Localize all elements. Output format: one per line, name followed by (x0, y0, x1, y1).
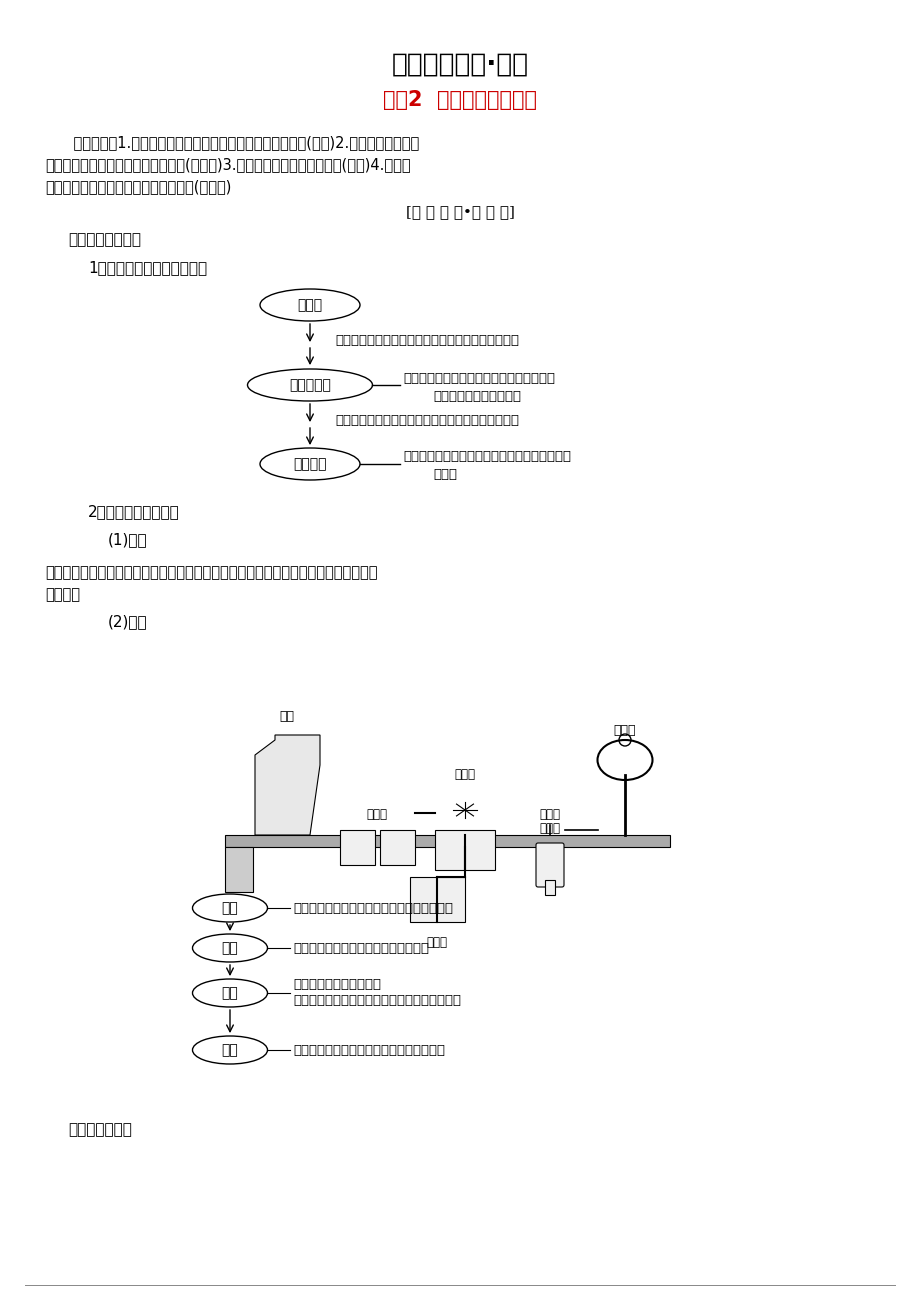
Text: 储水塔: 储水塔 (613, 724, 636, 737)
Text: 2．城市自来水的获取: 2．城市自来水的获取 (88, 504, 179, 519)
Text: 矿物质。: 矿物质。 (45, 587, 80, 602)
Text: 杀菌消毒: 杀菌消毒 (293, 457, 326, 471)
Text: 在沉淀池中加入聚凝剂静置，使悬浮物沉淀。: 在沉淀池中加入聚凝剂静置，使悬浮物沉淀。 (292, 901, 452, 914)
Text: 一实质：用强氧化剂或在高温条件下使菌体蛋白: 一实质：用强氧化剂或在高温条件下使菌体蛋白 (403, 450, 571, 464)
FancyBboxPatch shape (410, 878, 464, 922)
Text: 沉降悬浮物: 沉降悬浮物 (289, 378, 331, 392)
Text: 为便于沉降，可加入粉碎的石灰石、黏土、: 为便于沉降，可加入粉碎的石灰石、黏土、 (403, 371, 554, 384)
Text: (1)策略: (1)策略 (108, 533, 147, 548)
Text: 二、硬水的软化: 二、硬水的软化 (68, 1122, 131, 1138)
Text: 沉淀: 沉淀 (221, 901, 238, 915)
Text: (2)步骤: (2)步骤 (108, 615, 147, 629)
Text: 课题2  获取安全的饮用水: 课题2 获取安全的饮用水 (382, 90, 537, 109)
Text: 药剂法和加热法降低水硬度的原理。(重难点)3.了解污水治理的基本原理。(难点)4.掌握污: 药剂法和加热法降低水硬度的原理。(重难点)3.了解污水治理的基本原理。(难点)4… (45, 158, 410, 172)
Text: 学习目标：1.认识从天然水中获得可饮用水的步骤与原理。(重点)2.掌握离子交换法、: 学习目标：1.认识从天然水中获得可饮用水的步骤与原理。(重点)2.掌握离子交换法… (55, 135, 419, 150)
Text: 水处理的方法，认识污水处理的意义。(重难点): 水处理的方法，认识污水处理的意义。(重难点) (45, 178, 231, 194)
Text: 曝气池: 曝气池 (454, 768, 475, 781)
Text: 用细砂、无烟煤和活性炭等物质过滤。: 用细砂、无烟煤和活性炭等物质过滤。 (292, 941, 428, 954)
Text: 聚凝剂：铝盐、铁盐、聚合铝、镁盐、有机聚凝剂等: 聚凝剂：铝盐、铁盐、聚合铝、镁盐、有机聚凝剂等 (335, 333, 518, 346)
Text: 质变性: 质变性 (433, 469, 457, 482)
Text: 消毒剂: 消毒剂 (539, 823, 560, 836)
Text: 泵站: 泵站 (279, 711, 294, 724)
Text: 杀菌消毒剂：氯气、漂白粉、二氧化氯、高铁酸盐等: 杀菌消毒剂：氯气、漂白粉、二氧化氯、高铁酸盐等 (335, 414, 518, 427)
Text: 加速有机化合物的分解。: 加速有机化合物的分解。 (292, 979, 380, 992)
Text: 加入杀菌消毒剂，杀灭水中有害的微生物。: 加入杀菌消毒剂，杀灭水中有害的微生物。 (292, 1043, 445, 1056)
Text: 砂滤器: 砂滤器 (426, 936, 447, 948)
FancyBboxPatch shape (544, 880, 554, 894)
Text: 最新精品资料·化学: 最新精品资料·化学 (391, 52, 528, 78)
FancyBboxPatch shape (536, 842, 563, 887)
FancyBboxPatch shape (225, 848, 253, 892)
Text: 天然水: 天然水 (297, 298, 323, 312)
Text: 消毒: 消毒 (221, 1043, 238, 1057)
Text: [自 主 预 习•探 新 知]: [自 主 预 习•探 新 知] (405, 204, 514, 219)
Text: 膨润土、硅藻土等辅助剂: 膨润土、硅藻土等辅助剂 (433, 389, 520, 402)
Text: 过滤: 过滤 (221, 941, 238, 954)
FancyBboxPatch shape (340, 829, 375, 865)
FancyBboxPatch shape (225, 835, 669, 848)
Text: 1．天然水制备饮用水的步骤: 1．天然水制备饮用水的步骤 (88, 260, 207, 276)
FancyBboxPatch shape (380, 829, 414, 865)
Text: 加杀菌: 加杀菌 (539, 809, 560, 822)
FancyBboxPatch shape (435, 829, 494, 870)
Text: 一、天然水的净化: 一、天然水的净化 (68, 233, 141, 247)
Text: 增大水与空气的接触面积，增加水中氧的含量，: 增大水与空气的接触面积，增加水中氧的含量， (292, 995, 460, 1008)
Text: 用便宜、有效的方法把天然水中的悬浮物、微生物及异味除去，但无须除去水中所有的: 用便宜、有效的方法把天然水中的悬浮物、微生物及异味除去，但无须除去水中所有的 (45, 565, 377, 579)
Text: 沉淀池: 沉淀池 (366, 809, 387, 822)
Text: 曝气: 曝气 (221, 986, 238, 1000)
Polygon shape (255, 736, 320, 835)
